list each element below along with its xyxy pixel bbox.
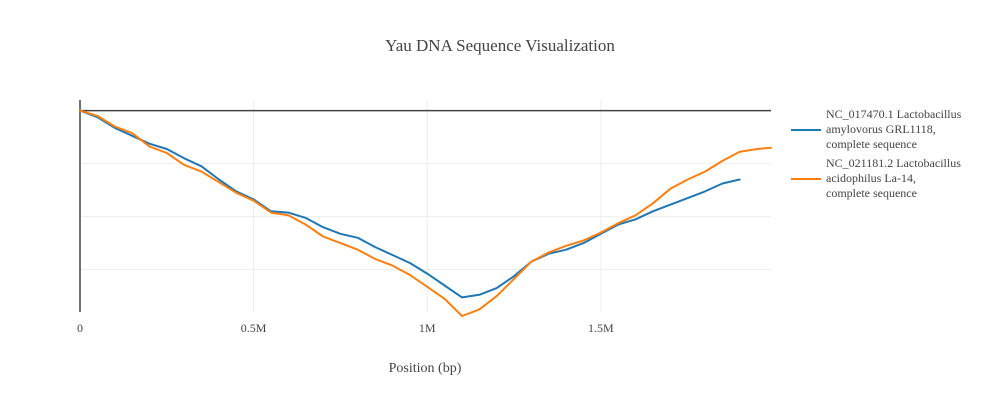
x-tick-label: 1.5M	[588, 321, 614, 335]
legend-label: NC_017470.1 Lactobacillus	[826, 107, 962, 121]
legend-label: complete sequence	[826, 186, 917, 200]
legend-label: acidophilus La-14,	[826, 171, 916, 185]
x-tick-label: 0.5M	[241, 321, 267, 335]
legend-label: amylovorus GRL1118,	[826, 122, 936, 136]
series-line-2[interactable]	[79, 109, 772, 317]
axes: 0 0.5M 1M 1.5M	[77, 100, 614, 335]
chart-title: Yau DNA Sequence Visualization	[385, 36, 615, 55]
legend-label: complete sequence	[826, 137, 917, 151]
legend-label: NC_021181.2 Lactobacillus	[826, 156, 961, 170]
series-lines	[79, 109, 772, 317]
x-axis-title: Position (bp)	[389, 361, 462, 376]
series-line-1[interactable]	[79, 109, 741, 299]
x-tick-label: 0	[77, 321, 83, 335]
x-tick-label: 1M	[419, 321, 436, 335]
